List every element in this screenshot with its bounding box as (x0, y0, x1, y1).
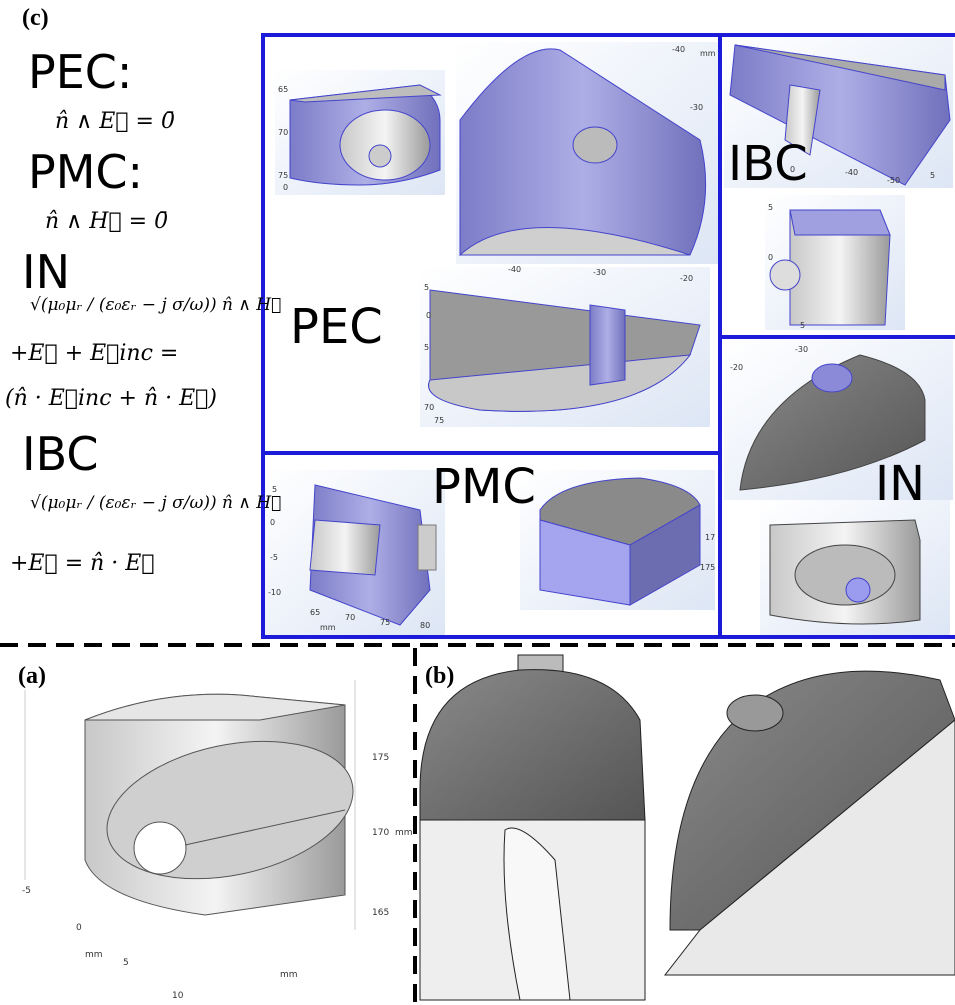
panel-b-shape (420, 655, 955, 1000)
tick-label: 70 (345, 613, 355, 622)
tick-label: -5 (270, 553, 278, 562)
region-label: IN (875, 456, 925, 512)
tick-label: -5 (22, 886, 31, 896)
formula: n̂ ∧ H⃗ = 0̄ (45, 209, 168, 234)
tick-label: 65 (278, 85, 288, 94)
tick-label: 0 (426, 311, 431, 320)
tick-label: 75 (380, 618, 390, 627)
tick-label: -20 (680, 274, 693, 283)
tick-label: 5 (123, 958, 129, 968)
tick-label: -40 (845, 168, 858, 177)
tick-label: mm (320, 623, 336, 632)
condition-name: IN (22, 245, 70, 299)
tick-label: 0 (76, 923, 82, 933)
figure: (c) (a) (b) PEC: n̂ ∧ E⃗ = 0̄ PMC: n̂ ∧ … (0, 0, 955, 1005)
tick-label: mm (700, 49, 716, 58)
formula: n̂ ∧ E⃗ = 0̄ (55, 109, 175, 134)
tick-label: -10 (268, 588, 281, 597)
tick-label: mm (280, 970, 298, 980)
tick-label: 5 (424, 343, 429, 352)
tick-label: 10 (172, 991, 184, 1001)
tick-label: 0 (270, 518, 275, 527)
tick-label: 5 (800, 321, 805, 330)
formula: +E⃗ + E⃗inc = (10, 341, 178, 366)
tick-label: -40 (508, 265, 521, 274)
tick-label: -30 (690, 103, 703, 112)
page: (c) (a) (b) PEC: n̂ ∧ E⃗ = 0̄ PMC: n̂ ∧ … (0, 0, 955, 1005)
formula: +E⃗ = n̂ · E⃗ (10, 551, 155, 576)
tick-label: 17 (705, 533, 715, 542)
tick-label: 5 (768, 203, 773, 212)
tick-label: 170 (372, 828, 389, 838)
condition-name: PEC: (28, 45, 132, 99)
panel-a-shape (25, 680, 366, 930)
panel-label: (a) (18, 663, 46, 689)
tick-label: 175 (700, 563, 715, 572)
region-label: IBC (728, 136, 808, 192)
tick-label: 80 (420, 621, 430, 630)
tick-label: -30 (593, 268, 606, 277)
formula: √(μ₀μᵣ / (ε₀εᵣ − j σ/ω)) n̂ ∧ H⃗ (30, 295, 281, 315)
pec-shapes (290, 49, 706, 411)
tick-label: 70 (424, 403, 434, 412)
tick-label: mm (395, 828, 413, 838)
tick-label: -30 (795, 345, 808, 354)
condition-name: IBC (22, 427, 98, 481)
tick-label: 75 (434, 416, 444, 425)
tick-label: 75 (278, 171, 288, 180)
region-label: PEC (290, 299, 383, 355)
tick-label: 5 (272, 485, 277, 494)
tick-label: 70 (278, 128, 288, 137)
tick-label: 165 (372, 908, 389, 918)
tick-label: 0 (768, 253, 773, 262)
tick-label: 5 (930, 171, 935, 180)
panel-label: (c) (22, 5, 49, 31)
panel-label: (b) (425, 663, 454, 689)
tick-label: 0 (283, 183, 288, 192)
tick-label: 0 (790, 165, 795, 174)
tick-label: mm (85, 950, 103, 960)
formula: (n̂ · E⃗inc + n̂ · E⃗) (5, 386, 217, 411)
tick-label: -50 (887, 176, 900, 185)
tick-label: 65 (310, 608, 320, 617)
tick-label: 175 (372, 753, 389, 763)
region-label: PMC (432, 459, 536, 515)
condition-name: PMC: (28, 145, 143, 199)
tick-label: -40 (672, 45, 685, 54)
formula: √(μ₀μᵣ / (ε₀εᵣ − j σ/ω)) n̂ ∧ H⃗ (30, 493, 281, 513)
tick-label: 5 (424, 283, 429, 292)
tick-label: -20 (730, 363, 743, 372)
